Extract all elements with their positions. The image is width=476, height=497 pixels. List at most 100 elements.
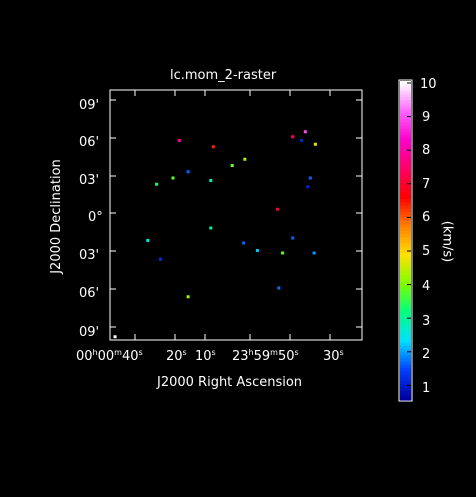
colorbar-segment xyxy=(400,93,411,98)
colorbar-segment xyxy=(400,202,411,207)
colorbar-segment xyxy=(400,173,411,178)
colorbar-segment xyxy=(400,221,411,226)
colorbar-segment xyxy=(400,224,411,229)
colorbar-tick-label: 6 xyxy=(422,210,431,225)
colorbar-segment xyxy=(400,100,411,104)
colorbar-segment xyxy=(400,371,411,376)
colorbar-segment xyxy=(400,269,411,273)
colorbar-segment xyxy=(400,106,411,111)
colorbar-segment xyxy=(400,253,411,258)
data-blob xyxy=(211,145,215,149)
colorbar-segment xyxy=(400,288,411,293)
colorbar-segment xyxy=(400,304,411,309)
y-tick-label: 03' xyxy=(79,248,100,263)
y-tick-label: 06' xyxy=(79,286,100,301)
colorbar-tick-label: 7 xyxy=(422,177,431,192)
data-blob xyxy=(312,251,316,255)
colorbar-tick-label: 1 xyxy=(422,381,431,396)
colorbar-segment xyxy=(400,167,411,171)
colorbar-segment xyxy=(400,147,411,152)
colorbar-segment xyxy=(400,377,411,382)
colorbar-segment xyxy=(400,122,411,127)
colorbar-segment xyxy=(400,240,411,245)
colorbar-tick-label: 5 xyxy=(422,244,431,259)
y-tick-label: 03' xyxy=(79,173,100,188)
x-tick-label: 23h59m50s xyxy=(232,348,299,364)
colorbar-segment xyxy=(400,320,411,325)
data-blob xyxy=(209,226,213,230)
colorbar-segment xyxy=(400,348,411,353)
colorbar-segment xyxy=(400,141,411,146)
colorbar-gradient xyxy=(400,81,411,401)
colorbar-segment xyxy=(400,135,411,140)
plot-frame xyxy=(109,89,363,341)
colorbar-segment xyxy=(400,160,411,165)
colorbar-segment xyxy=(400,211,411,216)
colorbar-segment xyxy=(400,112,411,117)
colorbar-segment xyxy=(400,192,411,197)
data-blob xyxy=(186,170,190,174)
colorbar-segment xyxy=(400,250,411,254)
colorbar-segment xyxy=(400,230,411,235)
colorbar-segment xyxy=(400,390,411,395)
data-blob xyxy=(255,249,259,252)
x-tick-label: 20s xyxy=(166,348,187,364)
colorbar-segment xyxy=(400,199,411,203)
colorbar-segment xyxy=(400,227,411,232)
colorbar-segment xyxy=(400,387,411,392)
x-tick-label: 10s xyxy=(195,348,216,364)
colorbar-segment xyxy=(400,313,411,318)
colorbar-segment xyxy=(400,380,411,385)
colorbar-segment xyxy=(400,151,411,155)
colorbar-segment xyxy=(400,345,411,350)
colorbar-segment xyxy=(400,170,411,175)
data-blob xyxy=(276,207,280,211)
data-blob xyxy=(155,182,159,186)
colorbar-segment xyxy=(400,294,411,299)
data-blob xyxy=(171,176,175,180)
colorbar-segment xyxy=(400,96,411,101)
colorbar-segment xyxy=(400,132,411,136)
colorbar-segment xyxy=(400,243,411,248)
colorbar-segment xyxy=(400,339,411,344)
y-tick-label: 09' xyxy=(79,325,100,340)
colorbar-label: (km/s) xyxy=(439,220,455,263)
colorbar-segment xyxy=(400,310,411,315)
colorbar-segment xyxy=(400,281,411,286)
colorbar-segment xyxy=(400,208,411,213)
data-blob xyxy=(242,241,246,245)
colorbar-segment xyxy=(400,234,411,238)
colorbar-segment xyxy=(400,297,411,302)
colorbar-segment xyxy=(400,256,411,261)
colorbar-segment xyxy=(400,358,411,363)
colorbar-segment xyxy=(400,364,411,369)
colorbar-tick-label: 3 xyxy=(422,314,431,329)
colorbar-frame xyxy=(398,79,413,402)
data-blob xyxy=(291,236,295,240)
colorbar-segment xyxy=(400,262,411,267)
colorbar-segment xyxy=(400,176,411,181)
colorbar-segment xyxy=(400,179,411,184)
colorbar-segment xyxy=(400,103,411,108)
x-tick-label: 00h00m40s xyxy=(76,348,143,364)
data-blob xyxy=(177,139,181,142)
data-blob xyxy=(300,139,304,142)
colorbar-segment xyxy=(400,301,411,305)
data-blob xyxy=(230,164,234,167)
data-blob xyxy=(113,335,117,339)
colorbar-segment xyxy=(400,259,411,264)
colorbar-segment xyxy=(400,355,411,360)
colorbar-segment xyxy=(400,384,411,388)
colorbar-segment xyxy=(400,189,411,194)
data-blob xyxy=(308,176,312,180)
colorbar-segment xyxy=(400,393,411,398)
y-axis-label: J2000 Declination xyxy=(48,159,64,274)
colorbar-segment xyxy=(400,237,411,242)
colorbar-segment xyxy=(400,138,411,143)
x-tick-label: 30s xyxy=(323,348,344,364)
colorbar-segment xyxy=(400,352,411,356)
colorbar-segment xyxy=(400,307,411,312)
colorbar-segment xyxy=(400,326,411,331)
colorbar-segment xyxy=(400,285,411,289)
